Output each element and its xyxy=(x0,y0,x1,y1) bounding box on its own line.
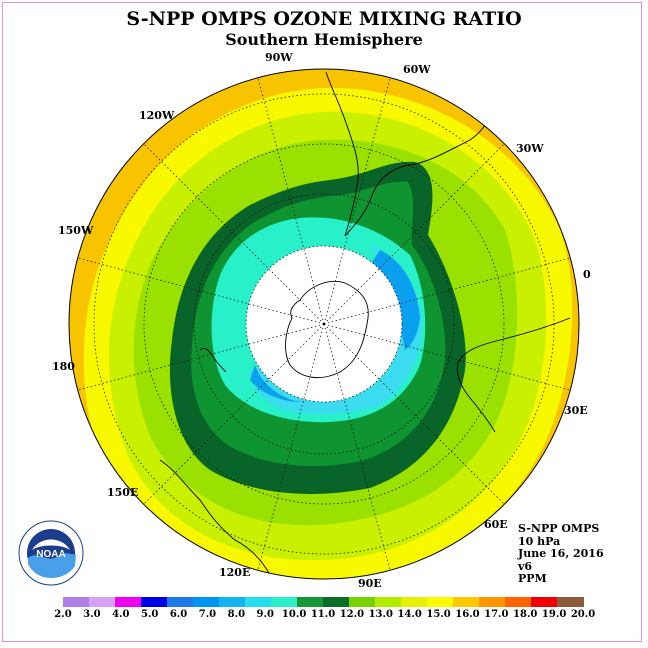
lon-label-30w: 30W xyxy=(516,142,544,155)
colorbar-swatch xyxy=(505,597,532,607)
info-version: v6 xyxy=(518,559,533,573)
colorbar-swatch xyxy=(89,597,116,607)
info-units: PPM xyxy=(518,572,547,585)
meridian-line xyxy=(72,256,325,325)
colorbar-swatch xyxy=(401,597,428,607)
figure-frame xyxy=(2,2,642,642)
colorbar-swatch xyxy=(245,597,272,607)
info-instrument: S-NPP OMPS xyxy=(518,522,600,535)
colorbar-tick-label: 19.0 xyxy=(541,609,567,620)
south-america-coast xyxy=(325,71,359,237)
colorbar-tick-label: 10.0 xyxy=(281,609,307,620)
colorbar-swatch xyxy=(323,597,350,607)
south-america-coast-2 xyxy=(344,91,501,237)
australia-coast xyxy=(159,459,271,576)
meridian-line xyxy=(323,256,576,325)
colorbar-tick-label: 17.0 xyxy=(484,609,509,620)
meridian-line xyxy=(139,139,325,325)
colorbar-swatch xyxy=(557,597,584,607)
lon-label-60e: 60E xyxy=(484,518,508,531)
colorbar-swatch xyxy=(115,597,142,607)
colorbar-tick-label: 5.0 xyxy=(140,609,159,620)
lon-label-0: 0 xyxy=(583,268,591,281)
meridian-line xyxy=(256,323,325,576)
lon-label-180: 180 xyxy=(52,360,75,373)
lon-label-30e: 30E xyxy=(564,404,588,417)
colorbar-swatch xyxy=(453,597,480,607)
colorbar-tick-label: 8.0 xyxy=(227,609,246,620)
meridian-line xyxy=(323,72,392,325)
region-blue-2 xyxy=(250,365,300,402)
meridian-line xyxy=(323,323,392,576)
lon-label-90w: 90W xyxy=(265,51,293,64)
map-title: S-NPP OMPS OZONE MIXING RATIO xyxy=(126,8,522,30)
colorbar-swatch xyxy=(375,597,402,607)
meridian-line xyxy=(323,323,509,509)
latitude-circle xyxy=(143,143,505,505)
colorbar-tick-label: 15.0 xyxy=(426,609,451,620)
colorbar-swatch xyxy=(141,597,168,607)
noaa-logo-text: NOAA xyxy=(36,549,65,560)
latitude-circle xyxy=(245,245,403,403)
colorbar-tick-label: 14.0 xyxy=(397,609,422,620)
lon-label-120w: 120W xyxy=(139,109,175,122)
colorbar-swatch xyxy=(479,597,506,607)
latitude-circle xyxy=(193,193,455,455)
colorbar-tick-label: 13.0 xyxy=(368,609,393,620)
lon-label-150w: 150W xyxy=(58,224,94,237)
meridian-line xyxy=(72,323,325,392)
antarctica-coast xyxy=(285,280,369,379)
meridian-line xyxy=(323,323,576,392)
meridian-line xyxy=(323,139,509,325)
info-date: June 16, 2016 xyxy=(518,547,604,560)
latitude-circle xyxy=(93,93,555,555)
colorbar-swatch xyxy=(531,597,558,607)
africa-coast xyxy=(456,317,571,433)
colorbar-swatch xyxy=(219,597,246,607)
colorbar-swatch xyxy=(167,597,194,607)
colorbar-tick-label: 7.0 xyxy=(198,609,217,620)
colorbar-tick-label: 20.0 xyxy=(570,609,596,620)
colorbar-tick-label: 16.0 xyxy=(455,609,480,620)
colorbar-swatch xyxy=(349,597,376,607)
colorbar-tick-label: 4.0 xyxy=(112,609,130,620)
noaa-logo: NOAA xyxy=(18,520,84,586)
info-block: S-NPP OMPS 10 hPa June 16, 2016 v6 PPM xyxy=(518,522,604,586)
colorbar-swatch xyxy=(63,597,90,607)
info-pressure-level: 10 hPa xyxy=(518,534,561,548)
lon-label-60w: 60W xyxy=(403,63,431,76)
colorbar-tick-label: 9.0 xyxy=(256,609,274,620)
lon-label-120e: 120E xyxy=(219,566,251,579)
colorbar-tick-label: 12.0 xyxy=(339,609,365,620)
colorbar-swatch xyxy=(297,597,324,607)
colorbar-tick-label: 18.0 xyxy=(513,609,538,620)
colorbar-tick-label: 2.0 xyxy=(54,609,72,620)
meridian-line xyxy=(256,72,325,325)
colorbar-tick-label: 3.0 xyxy=(83,609,101,620)
colorbar-tick-label: 6.0 xyxy=(169,609,188,620)
meridian-line xyxy=(139,323,325,509)
new-zealand-coast xyxy=(199,347,227,373)
lon-label-150e: 150E xyxy=(107,486,139,499)
colorbar-swatch xyxy=(193,597,220,607)
colorbar xyxy=(63,597,584,607)
colorbar-tick-label: 11.0 xyxy=(310,609,336,620)
lon-label-90e: 90E xyxy=(358,577,382,590)
map-border xyxy=(68,68,580,580)
colorbar-swatch xyxy=(271,597,298,607)
colorbar-swatch xyxy=(427,597,454,607)
map-subtitle: Southern Hemisphere xyxy=(225,30,423,49)
